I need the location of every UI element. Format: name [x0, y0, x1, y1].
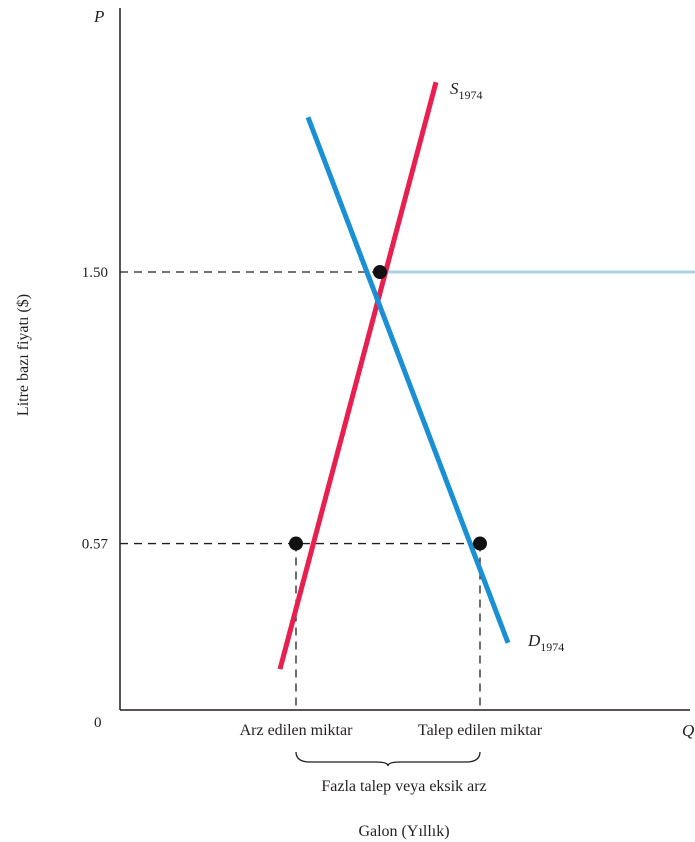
marked-points	[289, 265, 487, 551]
series-layer: S1974 D1974	[277, 79, 564, 670]
demanded-point	[473, 536, 487, 551]
x-tick-label-qd: Talep edilen miktar	[418, 722, 543, 739]
brace-label: Fazla talep veya eksik arz	[321, 778, 486, 795]
axes	[119, 8, 690, 711]
origin-label: 0	[94, 715, 102, 731]
series-label-s: S1974	[450, 79, 483, 102]
x-tick-labels: Arz edilen miktar Talep edilen miktar	[240, 722, 543, 739]
x-axis-label: Galon (Yıllık)	[358, 823, 449, 840]
y-axis-letter: P	[93, 7, 104, 26]
shortage-brace	[295, 751, 481, 767]
x-tick-label-qs: Arz edilen miktar	[240, 722, 354, 739]
series-line-d	[305, 116, 511, 644]
y-tick-label: 1.50	[82, 265, 108, 281]
series-line-s	[277, 81, 439, 670]
equilibrium-point	[373, 265, 387, 279]
series-label-d: D1974	[527, 631, 564, 654]
x-axis-letter: Q	[682, 721, 694, 740]
supplied-point	[289, 536, 303, 551]
y-tick-label: 0.57	[82, 537, 109, 553]
y-tick-labels: 1.50 0.57	[82, 265, 109, 553]
guide-lines	[120, 271, 481, 710]
y-axis-label: Litre bazı fiyatı ($)	[15, 294, 32, 416]
